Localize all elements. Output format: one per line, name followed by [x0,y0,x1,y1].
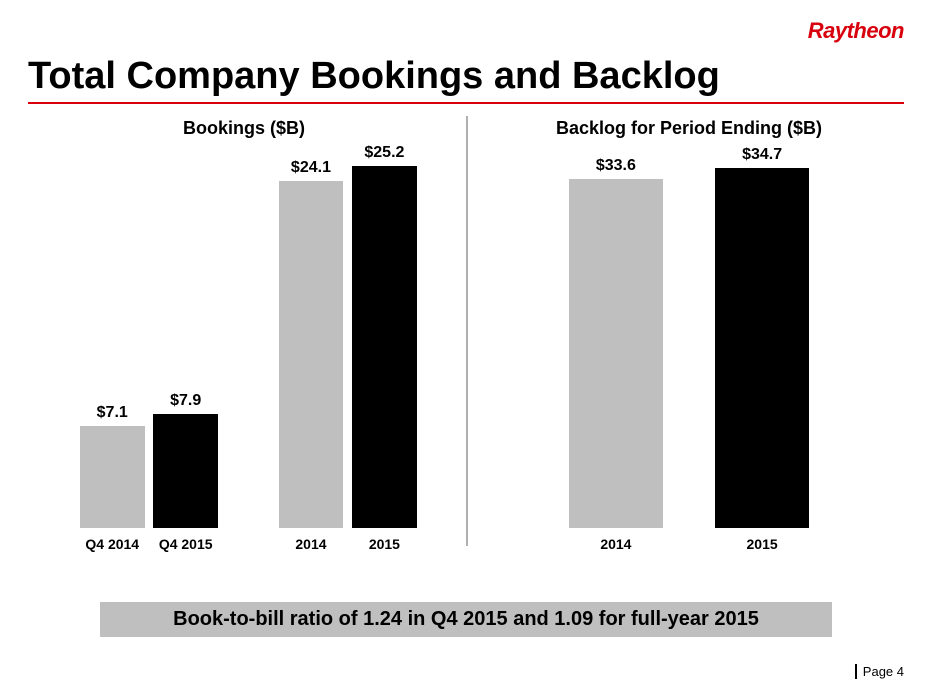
bookings-plot: $7.1$7.9$24.1$25.2 [28,154,460,528]
bar: $7.9 [153,414,218,528]
brand-logo: Raytheon [808,18,904,44]
bar: $34.7 [715,168,810,528]
bar-value-label: $7.1 [80,404,145,422]
charts-region: Bookings ($B) $7.1$7.9$24.1$25.2 Q4 2014… [28,112,904,552]
backlog-chart: Backlog for Period Ending ($B) $33.6 $34.… [474,112,904,552]
x-axis-label: Q4 2014 [85,536,139,552]
backlog-plot: $33.6 $34.7 [474,154,904,528]
x-axis-label: 2014 [600,536,631,552]
chart-divider [466,116,468,546]
x-axis-label: 2015 [747,536,778,552]
bar-value-label: $7.9 [153,392,218,410]
backlog-x-axis: 2014 2015 [474,530,904,552]
bar: $25.2 [352,166,417,528]
x-axis-label: 2015 [369,536,400,552]
bookings-chart-title: Bookings ($B) [28,112,460,139]
bar: $24.1 [279,181,344,528]
bar: $33.6 [569,179,664,528]
title-rule [28,102,904,104]
bar-value-label: $33.6 [569,157,664,175]
bookings-x-axis: Q4 2014 Q4 2015 2014 2015 [28,530,460,552]
bar-value-label: $34.7 [715,146,810,164]
bar-value-label: $25.2 [352,144,417,162]
bar: $7.1 [80,426,145,528]
page-number: Page 4 [855,664,904,679]
bookings-chart: Bookings ($B) $7.1$7.9$24.1$25.2 Q4 2014… [28,112,460,552]
slide: Raytheon Total Company Bookings and Back… [0,0,932,697]
x-axis-label: 2014 [295,536,326,552]
bar-value-label: $24.1 [279,159,344,177]
x-axis-label: Q4 2015 [159,536,213,552]
page-title: Total Company Bookings and Backlog [28,55,720,98]
footnote: Book-to-bill ratio of 1.24 in Q4 2015 an… [100,602,832,637]
backlog-chart-title: Backlog for Period Ending ($B) [474,112,904,139]
